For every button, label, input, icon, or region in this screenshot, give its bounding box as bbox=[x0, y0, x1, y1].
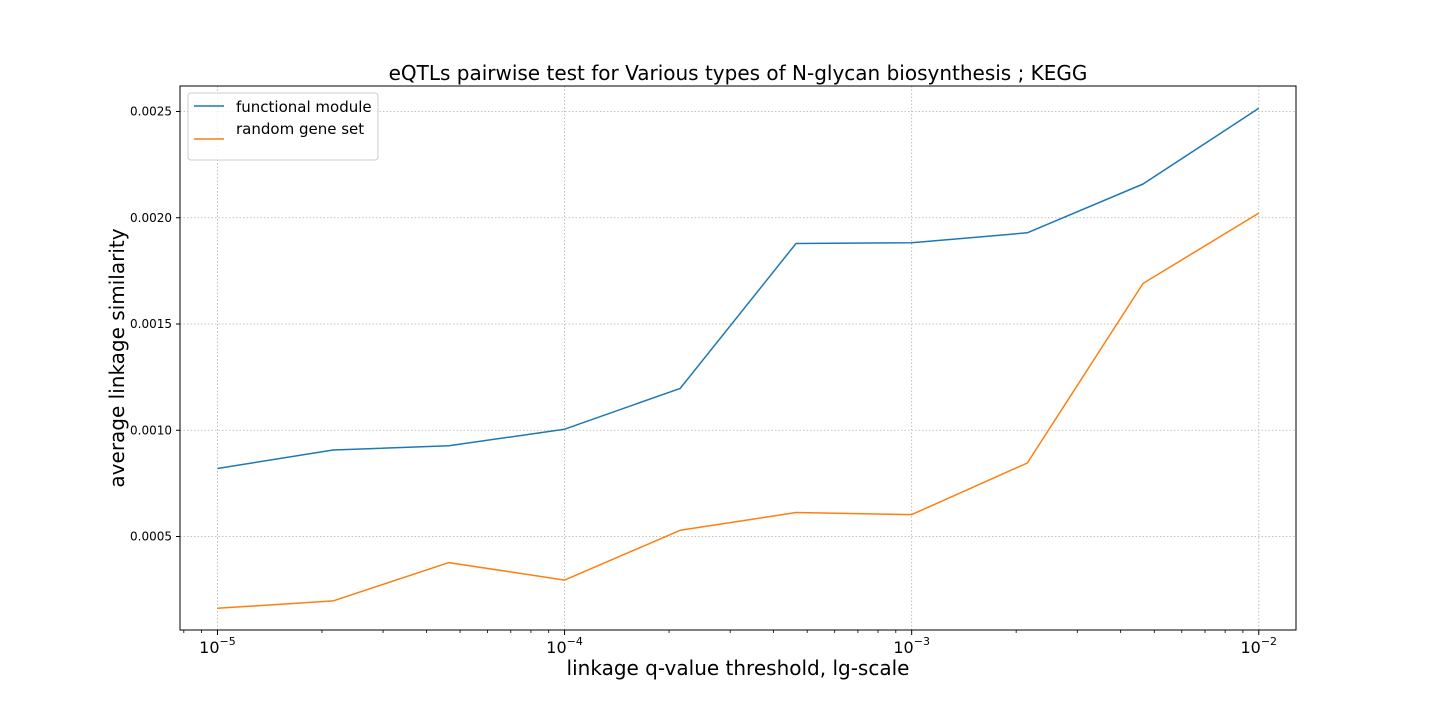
plot-frame bbox=[179, 85, 1297, 631]
data-point-functional-module bbox=[1258, 108, 1260, 110]
series-line-functional-module bbox=[217, 107, 1260, 470]
series-line-random-gene-set bbox=[217, 212, 1260, 610]
data-point-functional-module bbox=[679, 388, 681, 390]
y-tick-label: 0.0005 bbox=[130, 530, 172, 544]
data-point-random-gene-set bbox=[1258, 212, 1260, 214]
data-point-random-gene-set bbox=[448, 562, 450, 564]
x-tick-exponent: −4 bbox=[567, 635, 583, 648]
x-tick-base: 10 bbox=[1240, 638, 1260, 657]
legend-label-random-gene-set: random gene set bbox=[236, 120, 364, 138]
y-tick-label: 0.0015 bbox=[130, 317, 172, 331]
x-tick-label: 10−5 bbox=[199, 635, 236, 657]
x-tick-exponent: −5 bbox=[220, 635, 236, 648]
legend-label-functional-module: functional module bbox=[236, 98, 372, 116]
data-point-random-gene-set bbox=[332, 600, 334, 602]
data-point-random-gene-set bbox=[795, 512, 797, 514]
grid bbox=[180, 86, 1296, 630]
data-point-functional-module bbox=[911, 242, 913, 244]
chart-title: eQTLs pairwise test for Various types of… bbox=[389, 61, 1088, 85]
x-tick-base: 10 bbox=[546, 638, 566, 657]
x-tick-base: 10 bbox=[199, 638, 219, 657]
data-point-functional-module bbox=[448, 445, 450, 447]
y-tick-label: 0.0020 bbox=[130, 211, 172, 225]
data-point-random-gene-set bbox=[217, 608, 219, 610]
data-point-functional-module bbox=[217, 468, 219, 470]
data-point-functional-module bbox=[1142, 183, 1144, 185]
series-layer bbox=[217, 107, 1260, 610]
y-tick-label: 0.0010 bbox=[130, 423, 172, 437]
data-point-random-gene-set bbox=[1027, 462, 1029, 464]
data-point-random-gene-set bbox=[911, 514, 913, 516]
legend: functional module random gene set bbox=[187, 92, 379, 161]
legend-box bbox=[187, 92, 379, 161]
data-point-random-gene-set bbox=[564, 579, 566, 581]
data-point-functional-module bbox=[332, 449, 334, 451]
data-point-random-gene-set bbox=[679, 530, 681, 532]
data-point-functional-module bbox=[564, 428, 566, 430]
data-point-functional-module bbox=[795, 243, 797, 245]
x-tick-base: 10 bbox=[893, 638, 913, 657]
x-axis-label: linkage q-value threshold, lg-scale bbox=[567, 656, 910, 680]
x-tick-label: 10−3 bbox=[893, 635, 930, 657]
data-point-random-gene-set bbox=[1142, 283, 1144, 285]
data-point-functional-module bbox=[1027, 232, 1029, 234]
y-axis-label: average linkage similarity bbox=[105, 228, 129, 487]
x-tick-label: 10−2 bbox=[1240, 635, 1277, 657]
y-tick-label: 0.0025 bbox=[130, 105, 172, 119]
x-tick-exponent: −3 bbox=[914, 635, 930, 648]
x-tick-exponent: −2 bbox=[1261, 635, 1277, 648]
x-tick-label: 10−4 bbox=[546, 635, 583, 657]
